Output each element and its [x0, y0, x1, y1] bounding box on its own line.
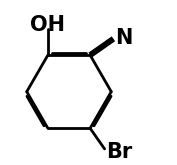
Text: N: N — [115, 28, 133, 48]
Text: Br: Br — [106, 142, 132, 162]
Text: OH: OH — [30, 15, 65, 35]
